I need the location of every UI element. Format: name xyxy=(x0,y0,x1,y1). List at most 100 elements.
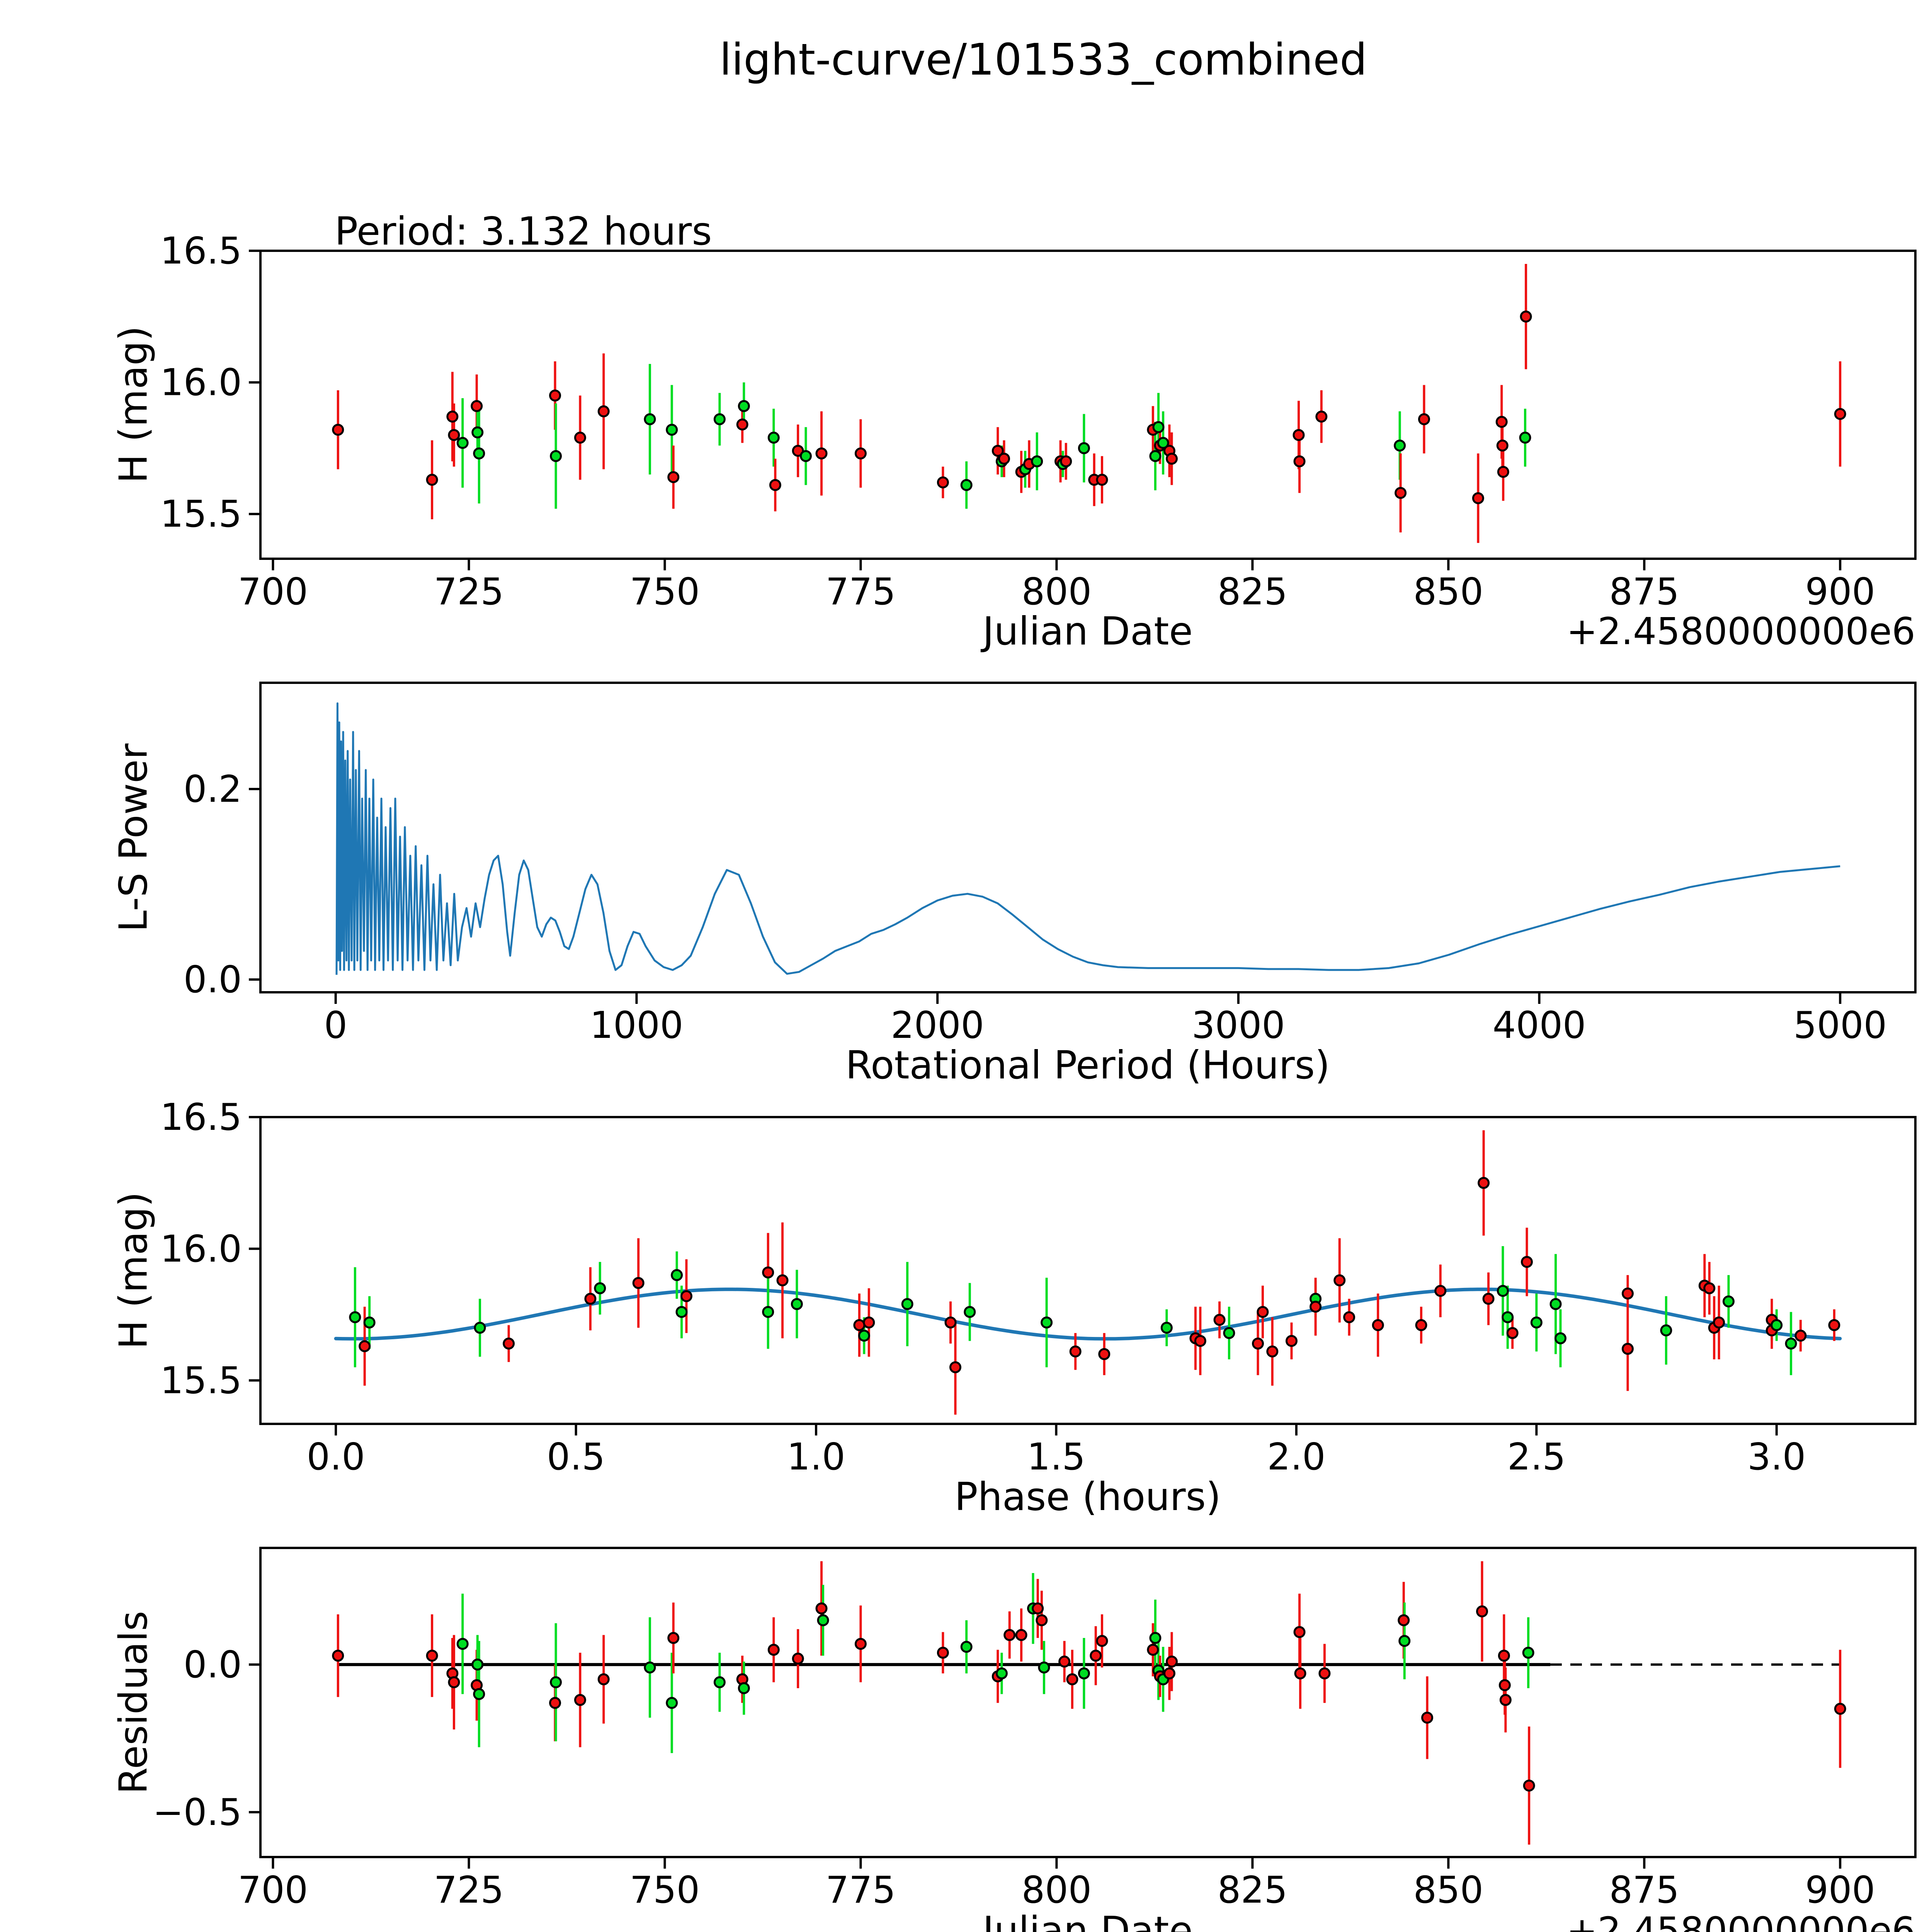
data-point xyxy=(1098,1348,1111,1360)
data-point xyxy=(644,413,656,425)
axes-frame xyxy=(259,250,1917,560)
data-point xyxy=(456,437,469,449)
data-point xyxy=(1096,474,1108,486)
data-point xyxy=(550,1676,562,1689)
data-point xyxy=(1194,1335,1206,1347)
subplot-periodogram: 0 1000 2000 3000 4000 5000 0.0 0.2 xyxy=(184,682,1917,1047)
data-point xyxy=(1660,1324,1672,1337)
data-point xyxy=(1834,408,1846,420)
data-point xyxy=(473,1688,485,1700)
x-tick-label: 4000 xyxy=(1493,1004,1586,1047)
data-point xyxy=(1015,1629,1027,1641)
data-point xyxy=(1213,1314,1226,1326)
data-point xyxy=(1293,1626,1306,1638)
x-tick-label: 850 xyxy=(1413,571,1483,613)
data-point xyxy=(1149,1632,1162,1644)
data-point xyxy=(799,450,812,462)
data-point xyxy=(960,479,973,491)
data-point xyxy=(671,1269,683,1281)
data-point xyxy=(1078,1667,1090,1680)
data-point xyxy=(1031,455,1043,468)
data-point xyxy=(1285,1335,1298,1347)
y-tick-label: 0.2 xyxy=(184,768,242,811)
data-point xyxy=(471,426,484,439)
data-point xyxy=(474,1321,486,1334)
y-tick-label: 16.5 xyxy=(160,1096,242,1139)
x-tick-label: 750 xyxy=(630,571,700,613)
x-tick-label: 875 xyxy=(1609,571,1679,613)
data-point xyxy=(1223,1327,1235,1339)
period-annotation: Period: 3.132 hours xyxy=(335,209,712,254)
data-point xyxy=(426,1650,438,1662)
data-point xyxy=(1703,1282,1716,1294)
data-point xyxy=(736,418,748,431)
x-tick-label: 1000 xyxy=(590,1004,684,1047)
data-point xyxy=(1318,1667,1331,1680)
data-point xyxy=(1032,1602,1044,1615)
data-point xyxy=(995,1667,1008,1680)
data-point xyxy=(815,447,828,460)
x-tick-label: 3.0 xyxy=(1747,1436,1806,1478)
plot4-offset-text: +2.4580000000e6 xyxy=(1566,1909,1915,1932)
data-point xyxy=(675,1306,688,1318)
data-point xyxy=(1497,466,1509,478)
data-point xyxy=(549,389,561,402)
data-point xyxy=(1293,429,1305,441)
data-point xyxy=(1078,442,1090,454)
data-point xyxy=(473,447,485,460)
data-point xyxy=(1502,1311,1514,1323)
data-point xyxy=(858,1330,870,1342)
data-point xyxy=(332,423,344,436)
data-point xyxy=(1523,1779,1535,1792)
data-point xyxy=(937,1646,949,1659)
data-point xyxy=(448,429,460,441)
data-point xyxy=(1069,1345,1082,1358)
x-tick-label: 700 xyxy=(238,571,308,613)
data-point xyxy=(949,1361,961,1373)
data-point xyxy=(426,474,438,486)
data-point xyxy=(815,1602,828,1615)
data-point xyxy=(776,1274,789,1287)
data-point xyxy=(1421,1711,1434,1724)
data-point xyxy=(1395,487,1407,499)
data-point xyxy=(1315,410,1328,423)
data-point xyxy=(762,1266,774,1279)
subplot-jd-lightcurve: 700 725 750 775 800 825 850 875 900 15.5 16.0 16.5 xyxy=(160,230,1917,613)
data-point xyxy=(998,452,1010,465)
data-point xyxy=(1622,1343,1634,1355)
x-tick-label: 800 xyxy=(1022,1869,1092,1912)
data-point xyxy=(762,1306,774,1318)
data-point xyxy=(1482,1293,1495,1305)
data-point xyxy=(1554,1332,1567,1344)
data-point xyxy=(1770,1319,1783,1331)
plot1-ylabel: H (mag) xyxy=(111,326,156,483)
subplot-residuals: 700 725 750 775 800 825 850 875 900 0.0 −0.5 xyxy=(153,1547,1917,1912)
data-point xyxy=(549,1697,561,1709)
data-point xyxy=(853,1319,866,1331)
periodogram-line xyxy=(335,702,1840,975)
data-point xyxy=(584,1293,597,1305)
x-tick-label: 775 xyxy=(826,571,896,613)
fit-curve xyxy=(334,1287,1842,1341)
data-point xyxy=(1293,455,1306,468)
data-point xyxy=(1520,310,1532,323)
data-point xyxy=(1003,1629,1016,1641)
data-point xyxy=(817,1614,829,1626)
data-point xyxy=(1041,1316,1053,1329)
data-point xyxy=(738,400,750,412)
x-tick-label: 875 xyxy=(1609,1869,1679,1912)
data-point xyxy=(1472,492,1484,504)
data-point xyxy=(446,410,459,423)
data-point xyxy=(1506,1327,1519,1339)
axes-frame xyxy=(259,1547,1917,1858)
data-point xyxy=(1372,1319,1384,1331)
plot1-xlabel: Julian Date xyxy=(983,609,1193,654)
data-point xyxy=(666,1697,678,1709)
data-point xyxy=(456,1638,469,1650)
data-point xyxy=(359,1340,371,1352)
y-tick-label: 15.5 xyxy=(160,493,242,536)
data-point xyxy=(1499,1694,1512,1706)
data-point xyxy=(1257,1306,1269,1318)
data-point xyxy=(363,1316,376,1329)
x-tick-label: 1.0 xyxy=(787,1436,845,1478)
